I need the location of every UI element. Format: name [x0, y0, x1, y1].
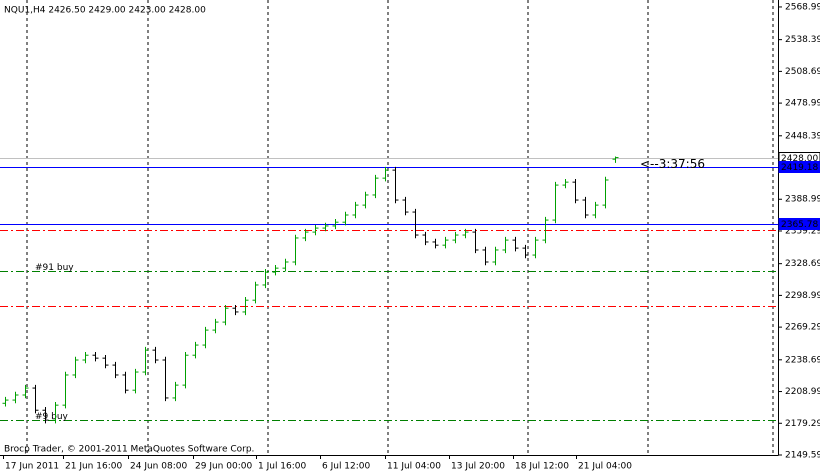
- order-label: #91 buy: [35, 263, 74, 273]
- price-label: 2428.00: [781, 154, 818, 164]
- x-tick-label: 18 Jul 12:00: [515, 462, 569, 472]
- y-tick-label: 2328.69: [785, 259, 820, 269]
- y-tick-label: 2388.99: [785, 195, 820, 205]
- chart-title: NQU1,H4 2426.50 2429.00 2423.00 2428.00: [4, 6, 206, 16]
- y-tick-label: 2298.99: [785, 291, 820, 301]
- y-tick-label: 2269.29: [785, 323, 820, 333]
- y-tick-label: 2208.99: [785, 387, 820, 397]
- y-tick-label: 2508.69: [785, 67, 820, 77]
- y-tick-label: 2538.39: [785, 35, 820, 45]
- y-tick-label: 2448.39: [785, 131, 820, 141]
- x-tick-label: 29 Jun 00:00: [195, 462, 252, 472]
- y-tick-label: 2179.29: [785, 419, 820, 429]
- x-tick-label: 21 Jul 04:00: [578, 462, 632, 472]
- price-label: 2365.78: [781, 220, 818, 230]
- y-tick-label: 2478.99: [785, 99, 820, 109]
- countdown: <--3:37:56: [640, 157, 705, 171]
- price-label: 2419.18: [781, 163, 818, 173]
- y-tick-label: 2238.69: [785, 355, 820, 365]
- x-tick-label: 21 Jun 16:00: [65, 462, 122, 472]
- order-label: #9 buy: [35, 412, 69, 422]
- x-tick-label: 17 Jun 2011: [5, 462, 59, 472]
- y-tick-label: 2359.29: [785, 226, 820, 236]
- footer: Brocp Trader, © 2001-2011 MetaQuotes Sof…: [4, 445, 254, 455]
- x-tick-label: 11 Jul 04:00: [387, 462, 441, 472]
- price-label-box: [778, 161, 820, 173]
- x-tick-label: 1 Jul 16:00: [258, 462, 307, 472]
- price-label-box: [778, 218, 820, 230]
- x-tick-label: 13 Jul 20:00: [451, 462, 505, 472]
- period-separators: [26, 0, 774, 455]
- y-tick-label: 2149.59: [785, 451, 820, 461]
- x-tick-label: 6 Jul 12:00: [322, 462, 371, 472]
- y-tick-label: 2568.99: [785, 2, 820, 12]
- x-tick-label: 24 Jun 08:00: [130, 462, 187, 472]
